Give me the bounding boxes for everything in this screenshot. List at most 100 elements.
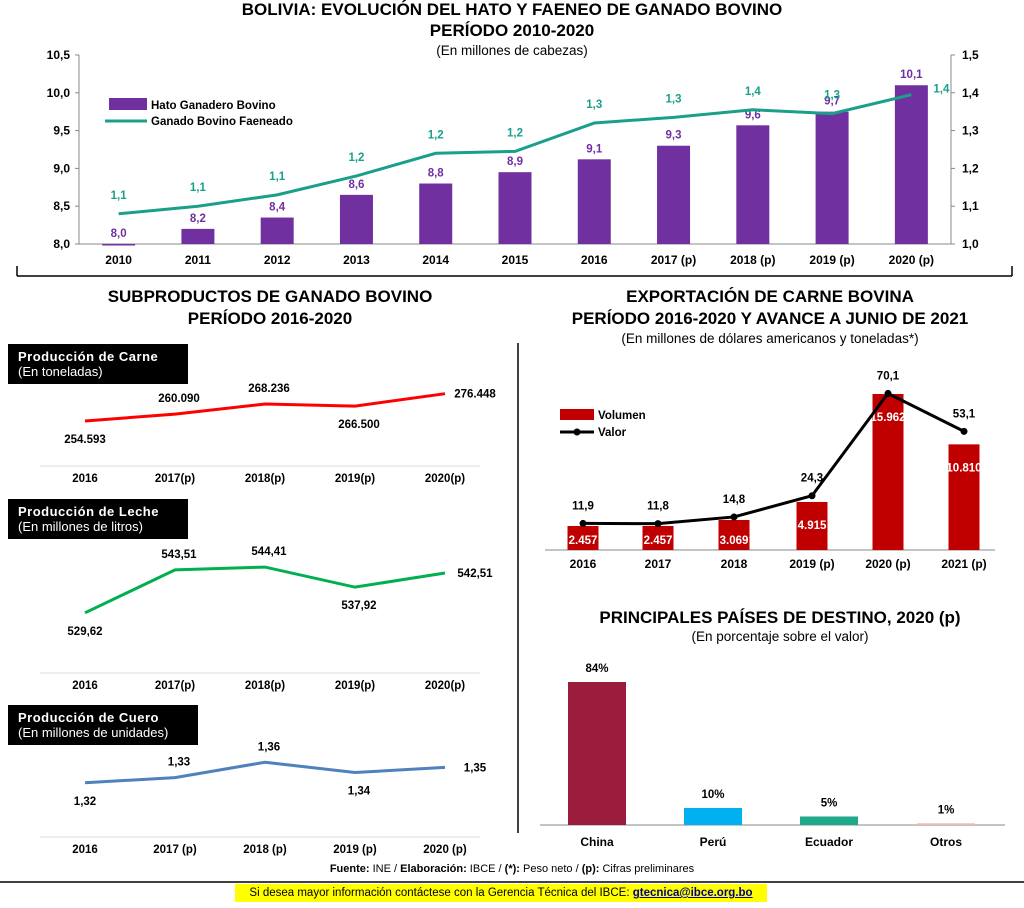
leche-point-label: 543,51 bbox=[161, 549, 197, 561]
cifras-label: (p): bbox=[581, 863, 600, 875]
export-bar bbox=[872, 394, 904, 550]
leche-box-title: Producción de Leche bbox=[18, 504, 159, 519]
cuero-point-label: 1,32 bbox=[74, 796, 96, 808]
hato-left-tick: 10,0 bbox=[47, 86, 71, 100]
export-x-tick: 2020 (p) bbox=[865, 557, 910, 571]
hato-x-tick: 2015 bbox=[502, 253, 529, 267]
hato-right-tick: 1,4 bbox=[962, 86, 979, 100]
destino-x-tick: Perú bbox=[700, 835, 727, 849]
hato-bar-label: 8,2 bbox=[190, 213, 206, 225]
valor-point-label: 11,8 bbox=[647, 501, 669, 513]
export-x-tick: 2021 (p) bbox=[941, 557, 986, 571]
destino-bar bbox=[568, 682, 626, 825]
hato-bar-label: 8,9 bbox=[507, 156, 523, 168]
cuero-line bbox=[84, 760, 446, 785]
leche-box-sub: (En millones de litros) bbox=[18, 519, 143, 534]
export-title-period: PERÍODO 2016-2020 Y AVANCE A JUNIO DE 20… bbox=[572, 309, 969, 328]
export-chart: EXPORTACIÓN DE CARNE BOVINA PERÍODO 2016… bbox=[545, 287, 995, 571]
faeneo-point-label: 1,2 bbox=[348, 152, 364, 164]
export-subtitle: (En millones de dólares americanos y ton… bbox=[621, 331, 918, 346]
leche-point-label: 529,62 bbox=[67, 626, 102, 638]
carne-x-tick: 2018(p) bbox=[245, 473, 285, 485]
faeneo-point-label: 1,3 bbox=[666, 93, 682, 105]
carne-label-box: Producción de Carne (En toneladas) bbox=[8, 344, 188, 384]
hato-bar bbox=[181, 228, 215, 244]
export-bar-label: 3.069 bbox=[720, 535, 749, 547]
hato-right-tick: 1,3 bbox=[962, 124, 979, 138]
hato-bar-label: 8,6 bbox=[348, 179, 364, 191]
export-bar-label: 2.457 bbox=[644, 535, 673, 547]
hato-right-tick: 1,2 bbox=[962, 161, 979, 175]
hato-bar-label: 10,1 bbox=[900, 69, 923, 81]
faeneo-point-label: 1,4 bbox=[745, 86, 762, 98]
leche-label-box: Producción de Leche (En millones de litr… bbox=[8, 499, 188, 539]
export-bar bbox=[642, 525, 674, 550]
carne-point-label: 260.090 bbox=[158, 393, 200, 405]
export-bar-label: 15.962 bbox=[870, 412, 905, 424]
destino-x-tick: Otros bbox=[930, 835, 962, 849]
hato-x-tick: 2013 bbox=[343, 253, 370, 267]
fuente-label: Fuente: bbox=[329, 863, 370, 875]
carne-point-label: 266.500 bbox=[338, 419, 380, 431]
peso-label: (*): bbox=[504, 863, 520, 875]
leche-x-tick: 2020(p) bbox=[425, 680, 465, 692]
destino-x-tick: Ecuador bbox=[805, 835, 853, 849]
destino-bar-label: 84% bbox=[585, 663, 608, 675]
cuero-point-label: 1,33 bbox=[168, 757, 190, 769]
cuero-point-label: 1,34 bbox=[348, 786, 371, 798]
faeneo-point-label: 1,2 bbox=[428, 129, 444, 141]
carne-x-tick: 2016 bbox=[72, 473, 98, 485]
hato-bar bbox=[419, 183, 453, 244]
source-footer: Fuente: INE / Elaboración: IBCE / (*): P… bbox=[0, 863, 1024, 875]
hato-bar bbox=[498, 172, 532, 244]
hato-x-tick: 2016 bbox=[581, 253, 608, 267]
legend-valor-label: Valor bbox=[598, 427, 627, 439]
leche-x-tick: 2017(p) bbox=[155, 680, 195, 692]
elab-value: IBCE / bbox=[466, 863, 505, 875]
valor-marker bbox=[730, 513, 738, 521]
destino-bar-label: 1% bbox=[938, 804, 955, 816]
contact-email-link[interactable]: gtecnica@ibce.org.bo bbox=[632, 887, 753, 899]
hato-bar bbox=[657, 145, 691, 244]
hato-bar bbox=[815, 111, 849, 244]
hato-right-tick: 1,5 bbox=[962, 48, 979, 62]
carne-point-label: 276.448 bbox=[454, 389, 496, 401]
valor-marker bbox=[960, 427, 968, 435]
fuente-value: INE / bbox=[372, 863, 401, 875]
cuero-label-box: Producción de Cuero (En millones de unid… bbox=[8, 705, 198, 745]
elab-label: Elaboración: bbox=[400, 863, 467, 875]
export-bar bbox=[948, 444, 980, 550]
valor-marker bbox=[884, 389, 892, 397]
peso-value: Peso neto / bbox=[519, 863, 582, 875]
carne-x-tick: 2017(p) bbox=[155, 473, 195, 485]
faeneo-point-label: 1,1 bbox=[111, 190, 128, 202]
hato-bar-label: 9,1 bbox=[586, 143, 603, 155]
valor-marker bbox=[808, 492, 816, 500]
valor-point-label: 24,3 bbox=[801, 473, 823, 485]
cuero-point-label: 1,35 bbox=[464, 762, 487, 774]
hato-bar-label: 8,0 bbox=[111, 228, 127, 240]
faeneo-point-label: 1,1 bbox=[269, 171, 286, 183]
carne-x-tick: 2019(p) bbox=[335, 473, 375, 485]
destino-subtitle: (En porcentaje sobre el valor) bbox=[691, 629, 868, 644]
export-x-tick: 2016 bbox=[570, 557, 597, 571]
destino-bar-label: 5% bbox=[821, 797, 838, 809]
leche-line bbox=[84, 565, 446, 615]
carne-box-sub: (En toneladas) bbox=[18, 364, 103, 379]
leche-point-label: 537,92 bbox=[341, 600, 376, 612]
carne-box-title: Producción de Carne bbox=[18, 349, 159, 364]
subproductos-section: SUBPRODUCTOS DE GANADO BOVINO PERÍODO 20… bbox=[40, 287, 496, 856]
valor-point-label: 53,1 bbox=[953, 408, 976, 420]
hato-bar-label: 8,8 bbox=[428, 168, 445, 180]
valor-line bbox=[582, 391, 965, 526]
leche-point-label: 542,51 bbox=[457, 568, 493, 580]
hato-x-tick: 2019 (p) bbox=[809, 253, 854, 267]
legend-hato-swatch bbox=[109, 98, 147, 110]
hato-bar-label: 9,6 bbox=[745, 109, 761, 121]
destino-bar bbox=[800, 816, 858, 825]
destino-chart: PRINCIPALES PAÍSES DE DESTINO, 2020 (p) … bbox=[540, 608, 1005, 849]
hato-x-tick: 2011 bbox=[185, 253, 211, 267]
destino-bar bbox=[917, 823, 975, 825]
hato-left-tick: 10,5 bbox=[47, 48, 71, 62]
export-title: EXPORTACIÓN DE CARNE BOVINA bbox=[626, 287, 914, 306]
